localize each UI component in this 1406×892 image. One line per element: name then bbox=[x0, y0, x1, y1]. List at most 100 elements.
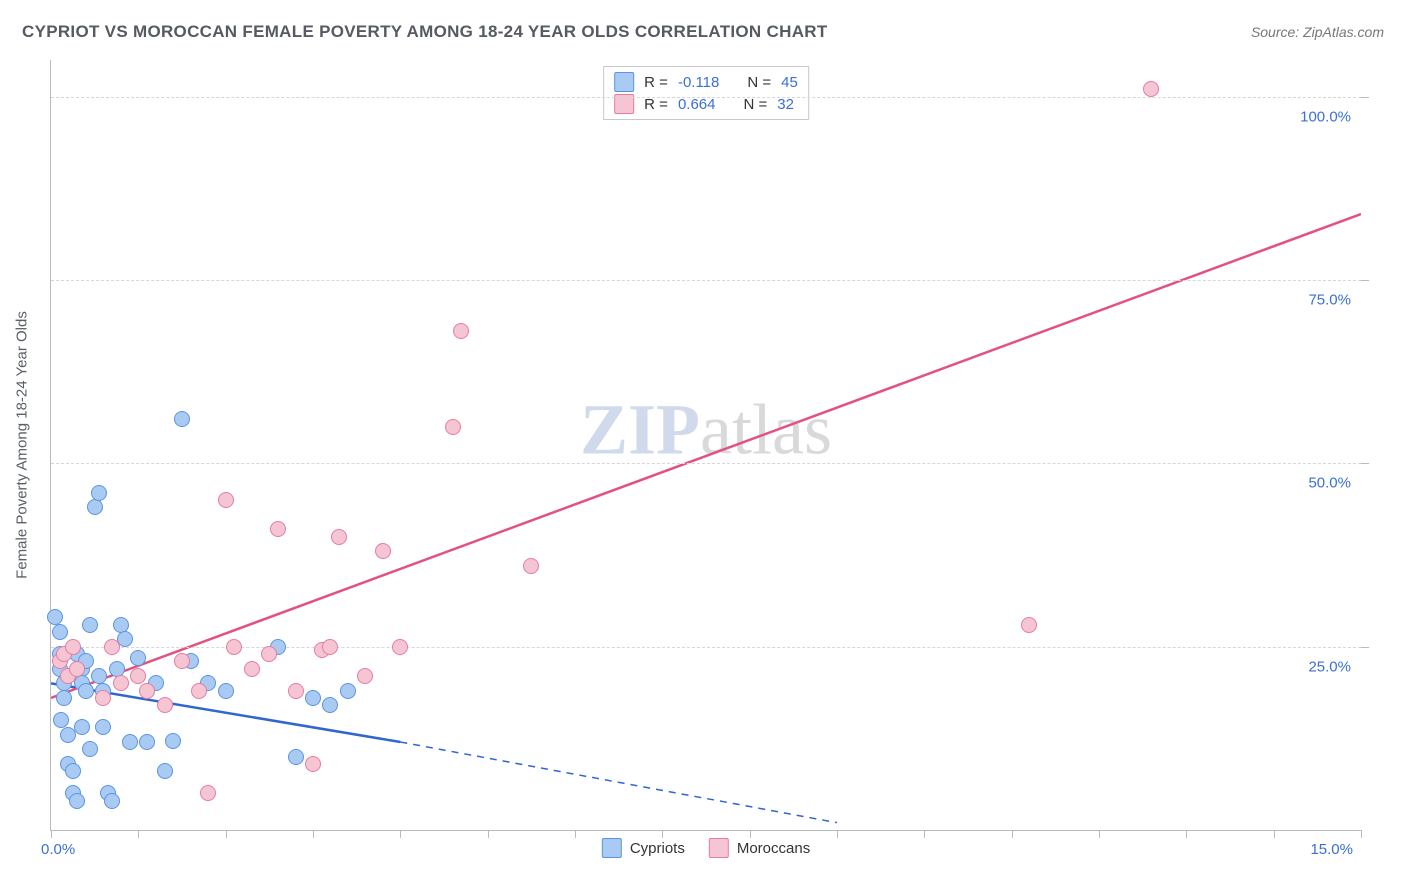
y-tick bbox=[1361, 463, 1369, 464]
data-point bbox=[82, 617, 98, 633]
x-tick bbox=[488, 830, 489, 838]
data-point bbox=[53, 712, 69, 728]
N-label: N = bbox=[747, 74, 771, 91]
data-point bbox=[104, 793, 120, 809]
data-point bbox=[95, 690, 111, 706]
x-tick bbox=[1186, 830, 1187, 838]
x-tick bbox=[1361, 830, 1362, 838]
y-tick bbox=[1361, 280, 1369, 281]
correlation-legend: R = -0.118 N = 45 R = 0.664 N = 32 bbox=[603, 66, 809, 120]
data-point bbox=[523, 558, 539, 574]
watermark-zip: ZIP bbox=[580, 389, 700, 469]
data-point bbox=[322, 639, 338, 655]
data-point bbox=[226, 639, 242, 655]
data-point bbox=[65, 639, 81, 655]
gridline bbox=[51, 97, 1361, 98]
x-tick bbox=[750, 830, 751, 838]
x-axis-min-label: 0.0% bbox=[41, 841, 75, 858]
x-tick bbox=[313, 830, 314, 838]
source-name: ZipAtlas.com bbox=[1303, 24, 1384, 40]
data-point bbox=[82, 741, 98, 757]
watermark-atlas: atlas bbox=[700, 389, 832, 469]
data-point bbox=[305, 756, 321, 772]
y-axis-label: Female Poverty Among 18-24 Year Olds bbox=[14, 311, 31, 579]
series-name-cypriots: Cypriots bbox=[630, 840, 685, 857]
data-point bbox=[165, 733, 181, 749]
data-point bbox=[218, 683, 234, 699]
data-point bbox=[139, 734, 155, 750]
data-point bbox=[56, 690, 72, 706]
data-point bbox=[375, 543, 391, 559]
y-tick-label: 100.0% bbox=[1300, 108, 1351, 125]
source-attribution: Source: ZipAtlas.com bbox=[1251, 24, 1384, 40]
data-point bbox=[113, 617, 129, 633]
data-point bbox=[322, 697, 338, 713]
data-point bbox=[218, 492, 234, 508]
swatch-cypriots bbox=[614, 72, 634, 92]
data-point bbox=[340, 683, 356, 699]
watermark: ZIPatlas bbox=[580, 388, 832, 471]
swatch-cypriots bbox=[602, 838, 622, 858]
x-tick bbox=[1012, 830, 1013, 838]
data-point bbox=[392, 639, 408, 655]
data-point bbox=[261, 646, 277, 662]
series-name-moroccans: Moroccans bbox=[737, 840, 810, 857]
N-value-cypriots: 45 bbox=[781, 74, 798, 91]
data-point bbox=[1143, 81, 1159, 97]
data-point bbox=[47, 609, 63, 625]
x-tick bbox=[575, 830, 576, 838]
N-label: N = bbox=[743, 96, 767, 113]
trend-lines-layer bbox=[51, 60, 1361, 830]
y-tick bbox=[1361, 97, 1369, 98]
data-point bbox=[139, 683, 155, 699]
data-point bbox=[174, 653, 190, 669]
y-tick bbox=[1361, 647, 1369, 648]
R-value-moroccans: 0.664 bbox=[678, 96, 716, 113]
data-point bbox=[445, 419, 461, 435]
data-point bbox=[200, 785, 216, 801]
data-point bbox=[1021, 617, 1037, 633]
data-point bbox=[157, 763, 173, 779]
data-point bbox=[78, 683, 94, 699]
x-axis-max-label: 15.0% bbox=[1310, 841, 1353, 858]
x-tick bbox=[1099, 830, 1100, 838]
data-point bbox=[305, 690, 321, 706]
trend-line bbox=[400, 742, 837, 823]
data-point bbox=[52, 624, 68, 640]
data-point bbox=[113, 675, 129, 691]
x-tick bbox=[51, 830, 52, 838]
gridline bbox=[51, 647, 1361, 648]
plot-area: ZIPatlas R = -0.118 N = 45 R = 0.664 N =… bbox=[50, 60, 1361, 831]
R-label: R = bbox=[644, 96, 668, 113]
x-tick bbox=[1274, 830, 1275, 838]
data-point bbox=[453, 323, 469, 339]
gridline bbox=[51, 463, 1361, 464]
data-point bbox=[357, 668, 373, 684]
data-point bbox=[69, 661, 85, 677]
data-point bbox=[191, 683, 207, 699]
data-point bbox=[270, 521, 286, 537]
y-tick-label: 25.0% bbox=[1308, 658, 1351, 675]
data-point bbox=[244, 661, 260, 677]
data-point bbox=[95, 719, 111, 735]
chart-title: CYPRIOT VS MOROCCAN FEMALE POVERTY AMONG… bbox=[22, 22, 828, 42]
R-label: R = bbox=[644, 74, 668, 91]
swatch-moroccans bbox=[709, 838, 729, 858]
series-legend-item-moroccans: Moroccans bbox=[709, 838, 810, 858]
x-tick bbox=[400, 830, 401, 838]
x-tick bbox=[837, 830, 838, 838]
data-point bbox=[91, 668, 107, 684]
data-point bbox=[288, 749, 304, 765]
data-point bbox=[87, 499, 103, 515]
data-point bbox=[174, 411, 190, 427]
series-legend: Cypriots Moroccans bbox=[602, 838, 810, 858]
y-tick-label: 50.0% bbox=[1308, 475, 1351, 492]
data-point bbox=[109, 661, 125, 677]
trend-line bbox=[51, 214, 1361, 698]
data-point bbox=[157, 697, 173, 713]
data-point bbox=[65, 763, 81, 779]
R-value-cypriots: -0.118 bbox=[678, 74, 719, 91]
data-point bbox=[69, 793, 85, 809]
correlation-legend-row-cypriots: R = -0.118 N = 45 bbox=[614, 71, 798, 93]
N-value-moroccans: 32 bbox=[777, 96, 794, 113]
